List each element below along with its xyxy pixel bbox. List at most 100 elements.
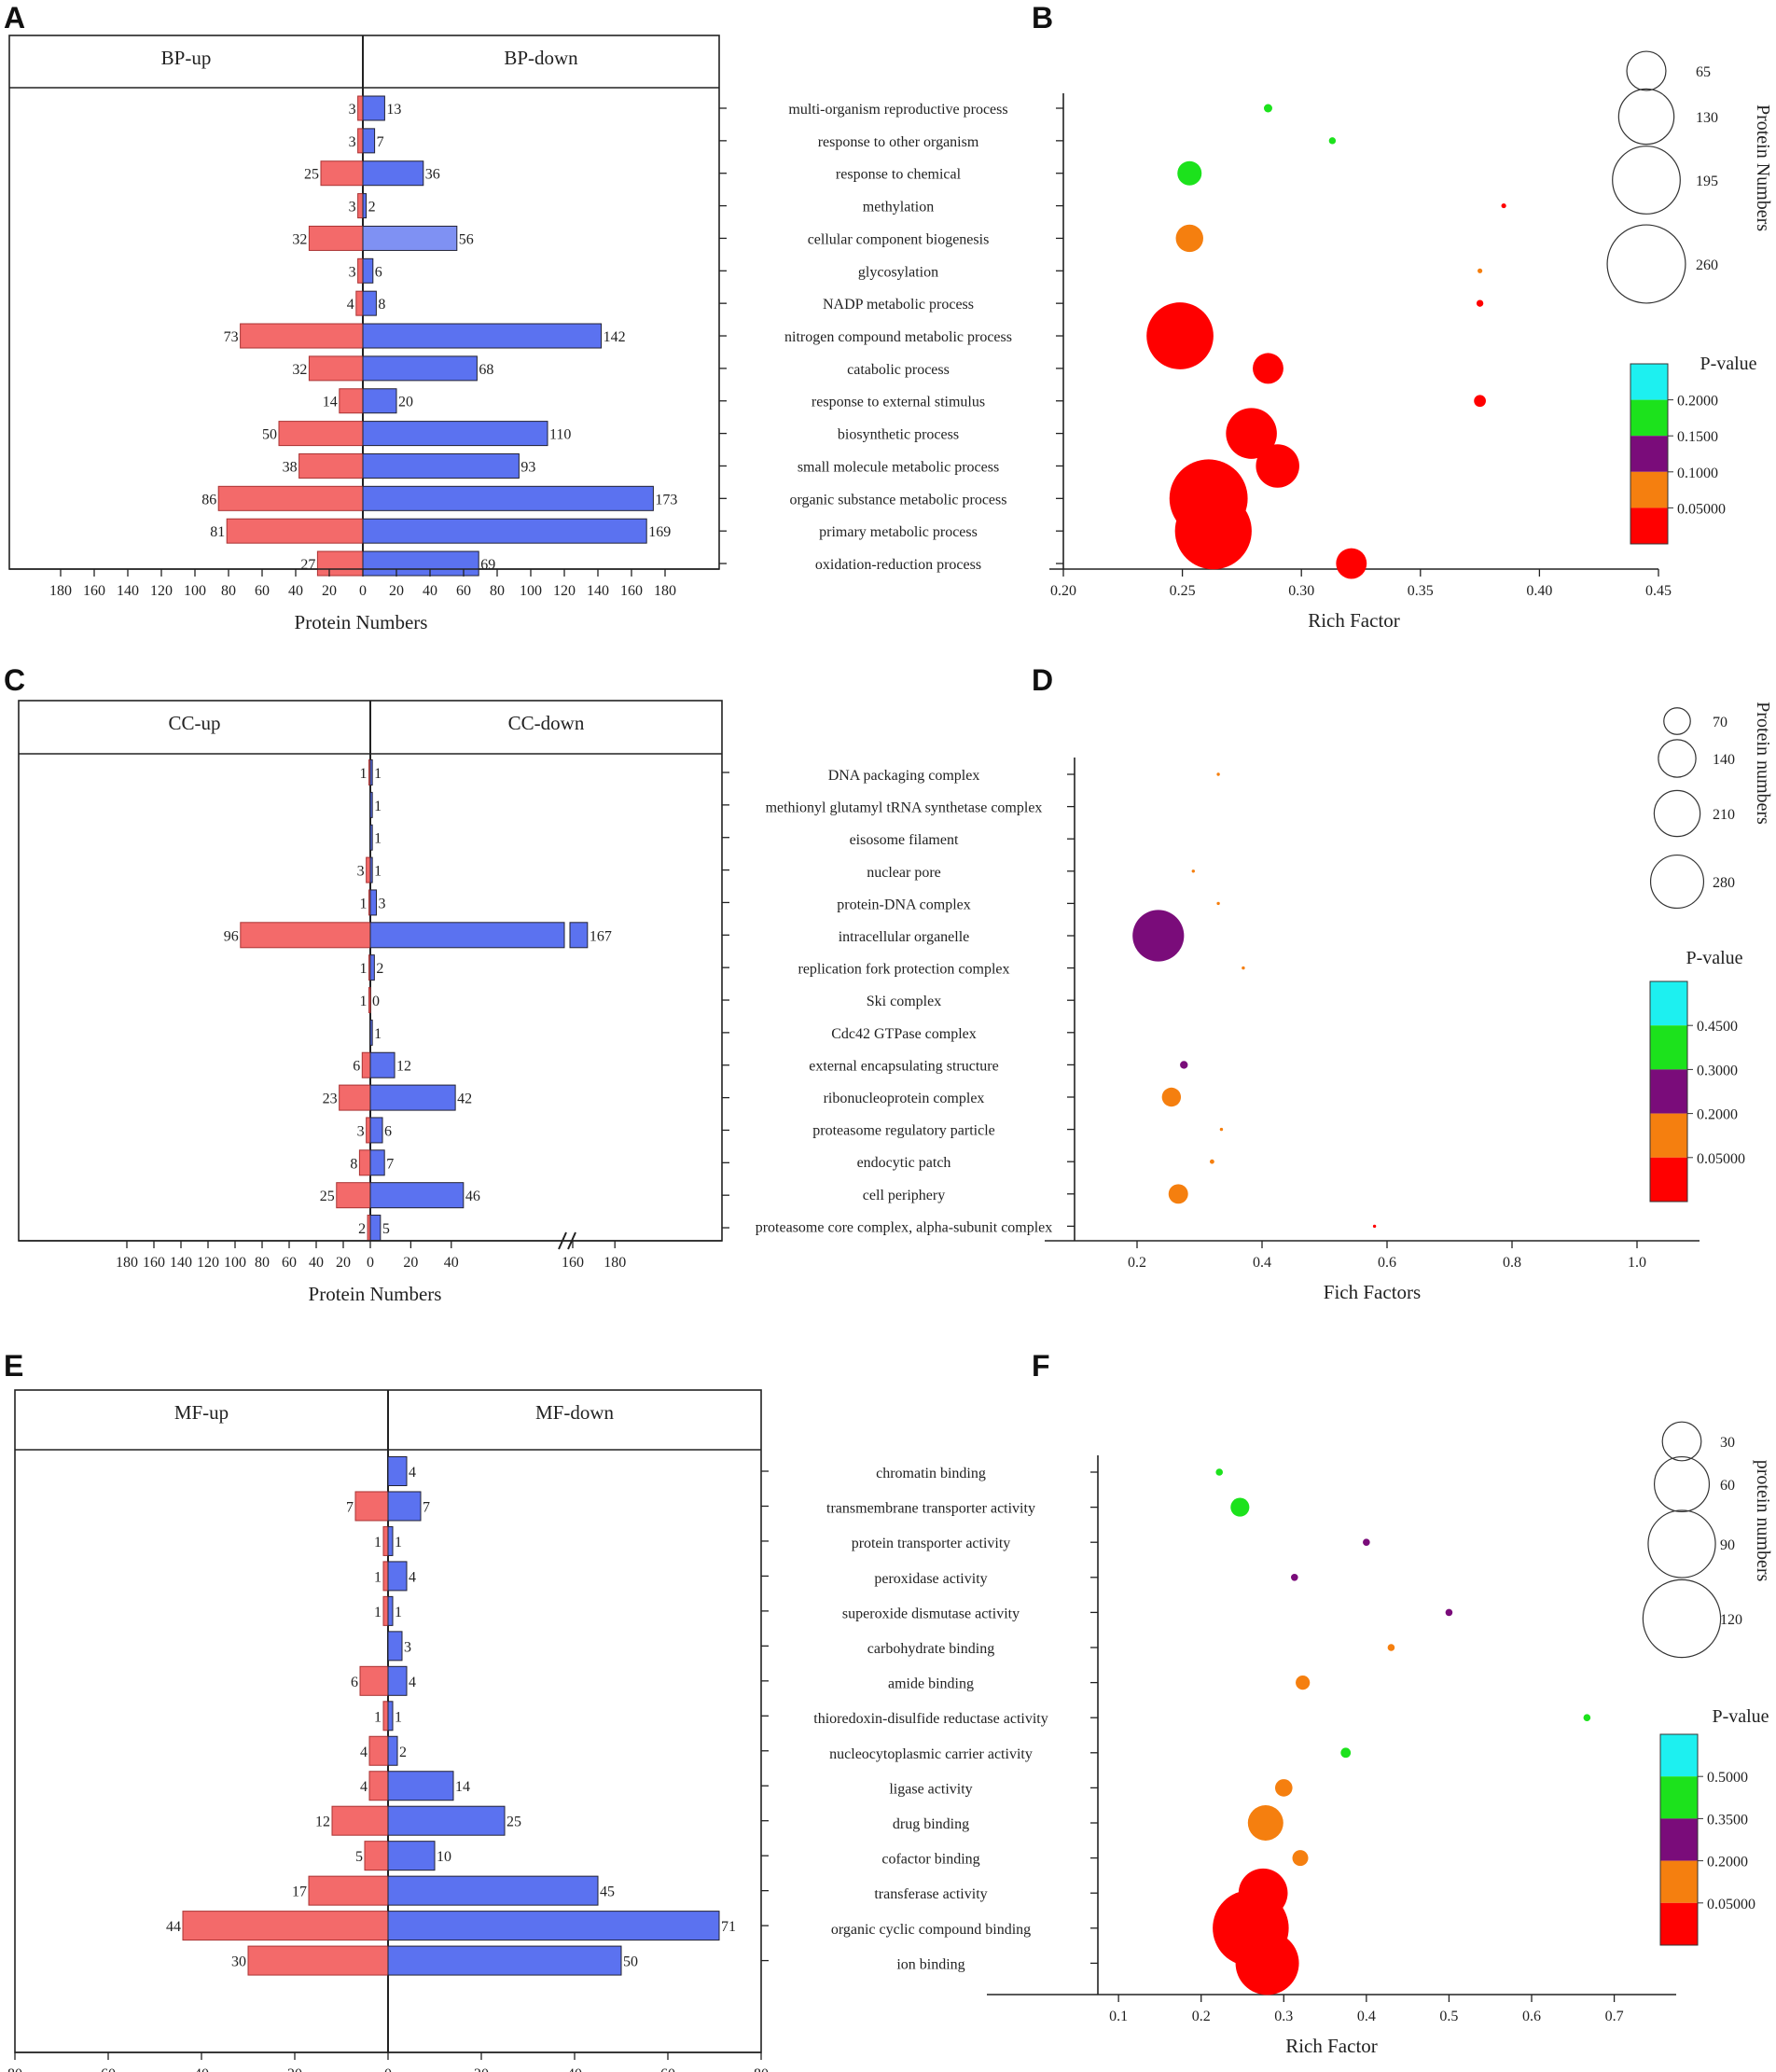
x-tick-label: 40 [309,1255,324,1271]
bar-down [387,1525,394,1556]
bar-down-label: 6 [375,264,382,280]
x-tick-label: 0.45 [1645,583,1672,599]
bubble [1146,302,1214,369]
x-tick-label: 160 [562,1255,584,1271]
size-legend-label: 130 [1696,110,1718,126]
bar-down [387,1911,720,1941]
y-category-label: nucleocytoplasmic carrier activity [829,1746,1033,1762]
bar-down [387,1456,408,1486]
x-axis-label: Rich Factor [1285,2035,1378,2057]
bubble [1292,1850,1309,1867]
color-legend-label: 0.2000 [1677,394,1718,410]
x-tick-label: 20 [287,2066,302,2072]
bar-down-label: 1 [374,799,382,814]
x-tick-label: 140 [587,583,609,599]
bar-up-label: 81 [210,524,225,540]
size-legend-circle [1606,224,1686,304]
bar-up-label: 3 [357,864,365,880]
x-tick-label: 0.6 [1522,2009,1541,2024]
x-axis-label: Protein Numbers [309,1283,442,1305]
bar-down-label: 93 [520,459,535,475]
x-tick-label: 0.20 [1050,583,1076,599]
y-category-label: primary metabolic process [819,524,978,540]
bar-down-label: 7 [386,1156,394,1172]
color-legend-swatch [1660,1776,1698,1819]
color-legend-swatch [1630,436,1668,472]
bubble [1180,1061,1188,1069]
bar-up-label: 73 [224,329,239,345]
panel-label-c: C [4,663,25,697]
y-category-label: protein-DNA complex [837,897,971,912]
bar-up-label: 12 [315,1815,330,1830]
bar-up [278,421,364,447]
bar-down [369,1182,465,1209]
bar-up [247,1945,389,1976]
bar-down-label: 2 [376,961,383,977]
bar-down [369,922,565,949]
bar-up [368,987,371,1014]
axis-break-mark [558,1231,567,1250]
bar-down-label: 71 [721,1919,736,1935]
size-legend-label: 120 [1720,1612,1742,1628]
bar-down [387,1561,408,1592]
bar-down [369,856,373,883]
bar-down [387,1945,622,1976]
size-legend-label: 90 [1720,1537,1735,1553]
bar-down-label: 7 [377,134,384,150]
bar-down [369,1117,383,1144]
y-category-label: organic substance metabolic process [790,492,1007,508]
y-category-label: transmembrane transporter activity [826,1501,1035,1517]
bubble [1226,408,1277,459]
bubble [1215,1468,1223,1476]
bar-down [362,388,397,414]
bubble [1242,966,1245,970]
size-legend-label: 65 [1696,64,1711,80]
y-category-label: drug binding [893,1816,969,1832]
size-legend-circle [1663,707,1691,735]
x-tick-label: 120 [197,1255,219,1271]
x-tick-label: 180 [116,1255,138,1271]
bubble [1216,772,1220,776]
x-tick-label: 0.25 [1170,583,1196,599]
color-legend-label: 0.5000 [1707,1770,1748,1786]
bar-up [339,388,364,414]
x-tick-label: 120 [150,583,173,599]
bar-up [357,128,364,154]
y-category-label: cell periphery [863,1188,945,1203]
bar-down [362,225,458,251]
bar-down [369,1051,395,1078]
y-category-label: cellular component biogenesis [808,231,990,247]
bar-up [308,1875,389,1906]
bubble [1247,1805,1283,1841]
bar-down-label: 1 [395,1709,402,1725]
y-category-label: transferase activity [874,1886,987,1902]
y-category-label: DNA packaging complex [828,768,980,784]
color-legend-title: P-value [1700,354,1756,374]
x-tick-label: 160 [143,1255,165,1271]
color-legend-swatch [1650,1025,1687,1070]
header-up: MF-up [174,1401,229,1424]
bubble [1191,869,1196,873]
color-legend-border [1630,363,1669,545]
x-tick-label: 40 [194,2066,209,2072]
bar-down [387,1841,436,1871]
y-category-label: thioredoxin-disulfide reductase activity [813,1711,1048,1727]
size-legend-circle [1626,50,1667,91]
x-tick-label: 60 [282,1255,297,1271]
x-tick-label: 20 [336,1255,351,1271]
color-legend-title: P-value [1686,948,1742,968]
x-tick-label: 180 [49,583,72,599]
x-tick-label: 80 [221,583,236,599]
size-legend-title: Protein numbers [1753,702,1773,825]
bar-down-label: 20 [398,395,413,410]
bar-down-label: 1 [395,1535,402,1551]
bar-up-label: 3 [349,134,356,150]
x-tick-label: 80 [7,2066,22,2072]
bar-up [355,290,364,316]
bubble [1296,1676,1311,1690]
bar-up-label: 27 [300,557,315,573]
bar-up-label: 1 [374,1605,382,1620]
y-category-label: response to external stimulus [812,395,985,410]
bubble [1230,1497,1250,1517]
